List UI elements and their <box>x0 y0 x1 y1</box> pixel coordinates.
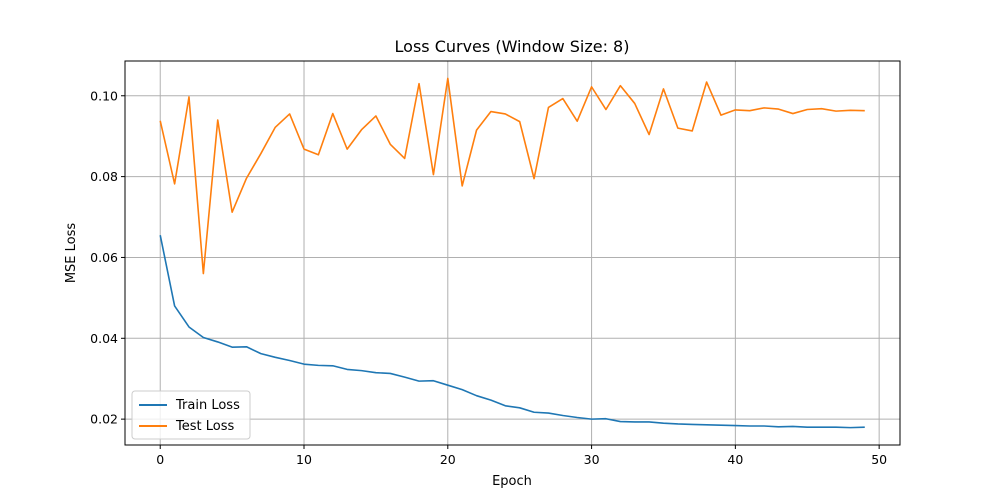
y-tick-label: 0.08 <box>90 169 118 184</box>
x-tick-label: 40 <box>727 452 743 467</box>
x-tick-label: 50 <box>871 452 887 467</box>
x-tick-label: 30 <box>584 452 600 467</box>
y-tick-label: 0.06 <box>90 250 118 265</box>
legend-label-train: Train Loss <box>175 398 240 413</box>
legend-label-test: Test Loss <box>175 419 234 434</box>
x-tick-label: 10 <box>296 452 312 467</box>
x-axis-label: Epoch <box>492 474 532 489</box>
y-tick-label: 0.10 <box>90 88 118 103</box>
y-tick-label: 0.04 <box>90 331 118 346</box>
axis-ticks: 0 10 20 30 40 50 0.02 0.04 0.06 0.08 0.10 <box>90 88 887 467</box>
legend: Train Loss Test Loss <box>131 390 251 440</box>
x-tick-label: 0 <box>156 452 164 467</box>
chart-title: Loss Curves (Window Size: 8) <box>395 37 630 56</box>
y-tick-label: 0.02 <box>90 412 118 427</box>
series-lines <box>159 77 865 429</box>
grid-lines <box>125 61 900 445</box>
series-line-test <box>159 77 865 275</box>
x-tick-label: 20 <box>440 452 456 467</box>
y-axis-label: MSE Loss <box>64 223 79 284</box>
plot-frame <box>124 60 901 446</box>
series-line-train <box>159 235 865 429</box>
